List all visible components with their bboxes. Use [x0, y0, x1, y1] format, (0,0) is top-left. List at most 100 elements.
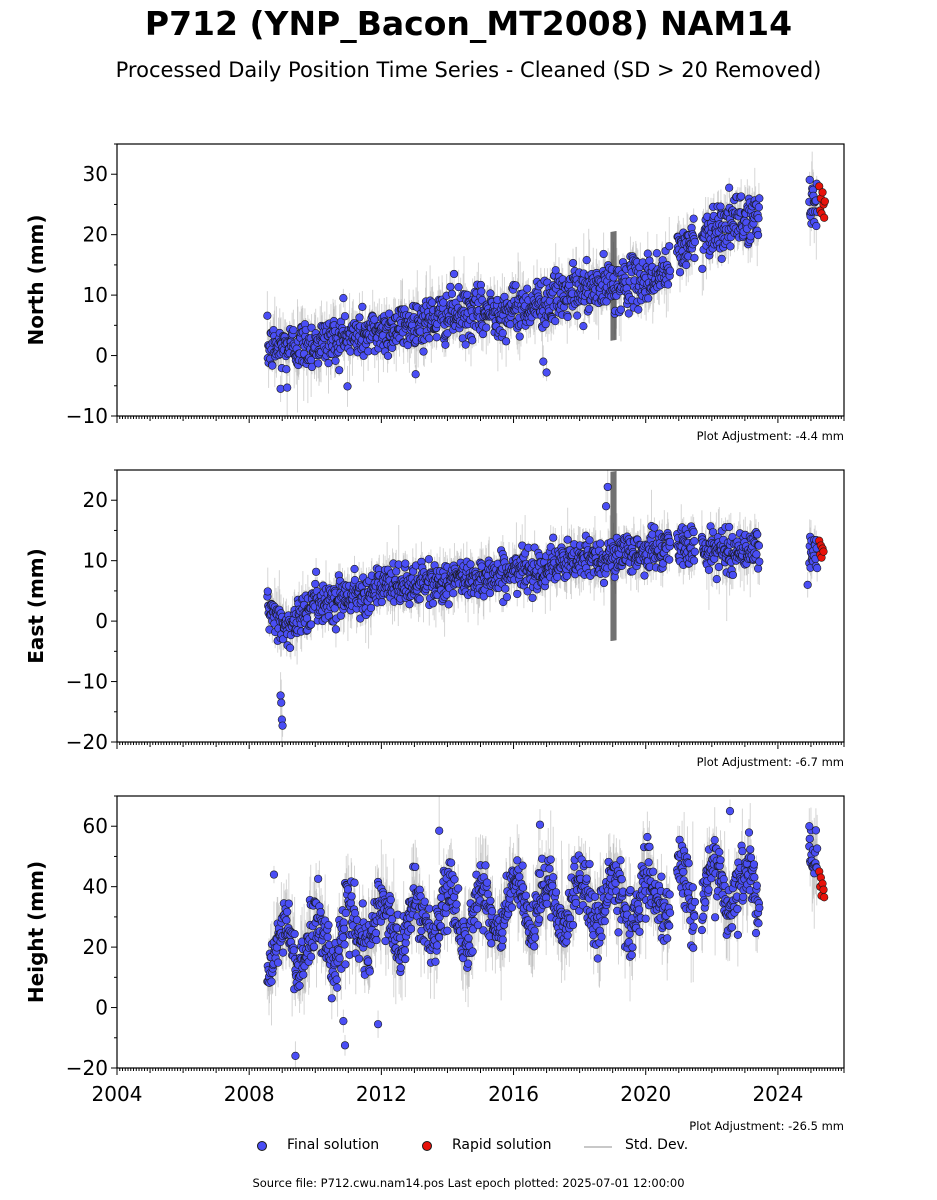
east-final-point — [449, 589, 458, 598]
north-final-point — [482, 323, 491, 332]
north-final-point — [698, 264, 707, 273]
north-final-point — [551, 316, 560, 326]
east-final-point — [690, 537, 699, 546]
north-final-point — [643, 249, 652, 258]
north-final-point — [754, 214, 763, 223]
north-final-point — [515, 332, 524, 341]
east-final-point — [307, 620, 316, 629]
east-final-point — [585, 536, 594, 545]
north-plot-adjustment: Plot Adjustment: -4.4 mm — [697, 429, 844, 443]
north-final-point — [498, 329, 507, 338]
north-final-point — [383, 351, 393, 361]
east-final-point — [528, 593, 537, 603]
north-final-point — [585, 304, 594, 313]
east-final-point — [704, 565, 714, 574]
north-final-point — [478, 329, 488, 339]
north-final-point — [665, 266, 675, 275]
north-final-point — [289, 325, 298, 335]
east-final-point — [665, 555, 674, 564]
north-final-point — [551, 266, 560, 275]
north-final-point — [346, 347, 355, 356]
east-final-point — [311, 567, 321, 576]
north-final-point — [663, 280, 673, 289]
east-final-point — [501, 584, 510, 593]
north-final-point — [716, 202, 725, 211]
north-final-point — [340, 312, 350, 321]
east-final-point — [424, 555, 433, 564]
north-final-point — [263, 311, 272, 320]
north-final-point — [446, 282, 455, 291]
east-final-point — [513, 589, 522, 599]
north-final-point — [675, 268, 685, 277]
north-final-point — [690, 237, 699, 246]
north-final-point — [542, 368, 551, 377]
north-final-point — [682, 260, 691, 270]
north-final-point — [339, 294, 348, 303]
east-final-point — [523, 587, 532, 596]
north-final-point — [355, 313, 364, 322]
east-final-point — [311, 579, 320, 589]
north-final-point — [725, 183, 734, 192]
north-final-point — [432, 333, 441, 342]
north-y-tick-label: −10 — [66, 404, 108, 428]
north-final-point — [812, 221, 821, 231]
north-final-point — [441, 340, 450, 349]
north-final-point — [717, 254, 726, 263]
north-y-tick-label: 0 — [95, 344, 108, 368]
north-final-point — [307, 323, 316, 332]
north-final-point — [468, 336, 477, 345]
north-final-point — [477, 287, 486, 296]
east-final-point — [665, 537, 675, 547]
east-final-point — [708, 528, 718, 537]
east-final-point — [466, 560, 475, 569]
north-final-point — [425, 334, 434, 343]
east-final-point — [392, 567, 401, 576]
north-final-point — [568, 258, 578, 268]
north-final-point — [624, 309, 633, 318]
north-final-point — [343, 382, 352, 391]
east-final-points — [263, 482, 828, 730]
north-y-axis-label: North (mm) — [24, 214, 48, 345]
east-final-point — [562, 571, 571, 581]
east-final-point — [728, 570, 737, 580]
north-rapid-point — [820, 213, 829, 222]
north-final-point — [419, 347, 428, 356]
north-final-point — [314, 359, 323, 368]
north-final-point — [486, 289, 495, 298]
north-final-point — [753, 230, 763, 240]
north-final-point — [573, 311, 582, 320]
east-final-point — [366, 603, 376, 613]
east-final-point — [331, 625, 341, 634]
north-final-point — [454, 283, 463, 292]
north-final-point — [385, 309, 394, 318]
east-final-point — [563, 535, 572, 544]
east-final-point — [596, 539, 605, 548]
east-final-point — [640, 571, 649, 580]
east-final-point — [415, 594, 424, 604]
east-final-point — [428, 599, 438, 608]
north-final-point — [307, 362, 317, 372]
north-final-point — [579, 322, 588, 331]
panel-north: −10 0 10 20 30 North (mm) Plot Adjustment: -4.… — [24, 143, 845, 443]
east-final-point — [628, 567, 637, 576]
east-final-point — [377, 597, 386, 607]
north-final-point — [523, 284, 532, 293]
east-final-point — [553, 572, 562, 582]
north-final-point — [449, 269, 459, 279]
north-final-point — [331, 356, 340, 365]
east-final-point — [502, 592, 512, 602]
north-final-point — [737, 192, 746, 201]
north-final-point — [582, 256, 591, 265]
north-final-point — [726, 242, 735, 251]
north-final-point — [563, 312, 572, 322]
north-final-point — [665, 242, 674, 251]
north-final-point — [502, 337, 511, 346]
chart-subtitle: Processed Daily Position Time Series - C… — [115, 58, 822, 82]
north-rapid-point — [820, 197, 829, 206]
east-final-point — [263, 587, 272, 596]
north-final-point — [599, 249, 608, 259]
north-final-point — [644, 294, 653, 303]
north-final-point — [755, 194, 764, 203]
north-final-point — [335, 366, 344, 375]
